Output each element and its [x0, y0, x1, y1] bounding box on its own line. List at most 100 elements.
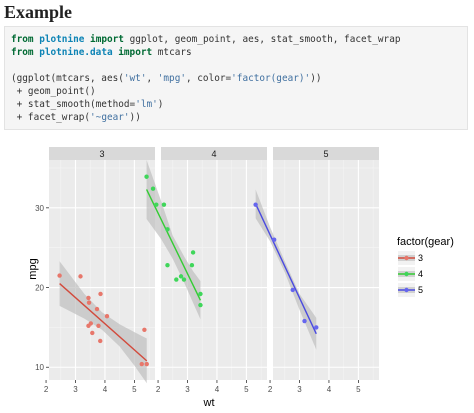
code-fragment: )): [310, 73, 322, 84]
data-point: [144, 361, 149, 367]
x-tick-label: 4: [215, 385, 220, 394]
regression-line: [254, 203, 317, 335]
data-point: [181, 277, 187, 282]
data-point: [190, 250, 196, 255]
x-tick-label: 2: [156, 385, 161, 394]
x-tick-label: 5: [356, 385, 361, 394]
data-point: [290, 287, 295, 293]
data-point: [253, 202, 258, 207]
keyword-from: from: [11, 47, 34, 58]
y-tick-label: 30: [35, 204, 44, 213]
facet-strip-label: 4: [211, 149, 216, 159]
code-block: from plotnine import ggplot, geom_point,…: [4, 26, 468, 130]
data-point: [161, 202, 167, 207]
code-blank-line: [11, 59, 467, 72]
facet-strip-label: 5: [323, 149, 328, 159]
code-line-2: from plotnine.data import mtcars: [11, 47, 192, 58]
x-tick-label: 2: [44, 385, 49, 394]
code-string: 'wt': [123, 73, 147, 84]
code-line-4: + geom_point(): [11, 86, 96, 97]
regression-line: [145, 189, 202, 301]
x-tick-label: 3: [185, 385, 190, 394]
data-point: [150, 186, 156, 191]
y-tick-label: 20: [35, 284, 44, 293]
data-point: [165, 227, 170, 232]
data-point: [198, 291, 203, 297]
code-fragment: , color=: [186, 73, 232, 84]
code-fragment: + facet_wrap(: [11, 112, 91, 123]
legend-label: 5: [418, 285, 423, 295]
code-string: 'factor(gear)': [231, 73, 311, 84]
facet-strip: [273, 147, 379, 160]
legend-title: factor(gear): [397, 236, 454, 248]
data-point: [178, 274, 184, 279]
facet-strip: [49, 147, 155, 160]
code-line-3: (ggplot(mtcars, aes('wt', 'mpg', color='…: [11, 73, 321, 84]
import-list: ggplot, geom_point, aes, stat_smooth, fa…: [123, 34, 401, 45]
data-point: [57, 273, 62, 278]
facet-strip-label: 3: [99, 149, 104, 159]
facet-panel-4: 4 2 3 4 5: [144, 147, 267, 394]
facet-panel-5: 5 2 3 4 5: [253, 147, 379, 394]
data-point: [302, 318, 307, 324]
y-axis-title: mpg: [27, 258, 39, 279]
facet-panel-3: 3 2 3 4 5: [44, 147, 155, 394]
data-point: [198, 302, 203, 308]
data-point: [154, 202, 159, 207]
data-point: [96, 323, 101, 328]
x-tick-label: 5: [244, 385, 249, 394]
data-point: [271, 237, 277, 242]
code-fragment: )): [129, 112, 141, 123]
code-line-5: + stat_smooth(method='lm'): [11, 99, 164, 110]
facet-panels: 3 2 3 4 5 4 2 3 4 5 5 2 3 4 5 10 20 30: [35, 147, 379, 394]
module-name: plotnine.data: [39, 47, 113, 58]
data-point: [90, 330, 95, 336]
module-name: plotnine: [39, 34, 85, 45]
regression-line: [59, 283, 148, 362]
keyword-import: import: [118, 47, 153, 58]
y-tick-label: 10: [35, 363, 44, 372]
code-fragment: (ggplot(mtcars, aes(: [11, 73, 124, 84]
data-point: [78, 274, 83, 279]
data-point: [86, 295, 91, 301]
legend-key-point: [404, 255, 409, 261]
data-point: [94, 306, 100, 312]
code-line-6: + facet_wrap('~gear')): [11, 112, 141, 123]
legend: factor(gear) 3 4 5: [397, 236, 454, 297]
code-line-1: from plotnine import ggplot, geom_point,…: [11, 34, 401, 45]
x-tick-label: 3: [73, 385, 78, 394]
x-axis-title: wt: [203, 397, 215, 409]
data-point: [98, 338, 103, 344]
panel-background: [273, 160, 379, 380]
legend-entry-5: 5: [398, 283, 423, 297]
legend-entry-3: 3: [398, 251, 423, 265]
legend-label: 3: [418, 253, 423, 263]
data-point: [314, 325, 319, 330]
confidence-band: [146, 160, 201, 320]
legend-key-point: [404, 287, 409, 293]
page-heading: Example: [4, 2, 73, 22]
data-point: [88, 321, 94, 326]
x-tick-label: 4: [327, 385, 332, 394]
code-string: '~gear': [90, 112, 130, 123]
facet-strip: [161, 147, 267, 160]
x-tick-label: 5: [132, 385, 137, 394]
code-text: from plotnine import ggplot, geom_point,…: [5, 27, 467, 124]
facet-plot: 3 2 3 4 5 4 2 3 4 5 5 2 3 4 5 10 20 30 mpg wt factor(gear…: [27, 147, 454, 409]
data-point: [165, 263, 170, 268]
data-point: [86, 300, 92, 305]
keyword-import: import: [90, 34, 124, 45]
data-point: [142, 327, 147, 332]
x-tick-label: 2: [268, 385, 273, 394]
import-list: mtcars: [152, 47, 192, 58]
data-point: [104, 314, 110, 319]
code-fragment: + stat_smooth(method=: [11, 99, 136, 110]
keyword-from: from: [11, 34, 34, 45]
data-point: [144, 174, 149, 179]
x-tick-label: 3: [297, 385, 302, 394]
data-point: [98, 291, 103, 297]
code-fragment: ,: [146, 73, 158, 84]
code-string: 'mpg': [157, 73, 186, 84]
code-string: 'lm': [135, 99, 158, 110]
code-fragment: ): [157, 99, 164, 110]
